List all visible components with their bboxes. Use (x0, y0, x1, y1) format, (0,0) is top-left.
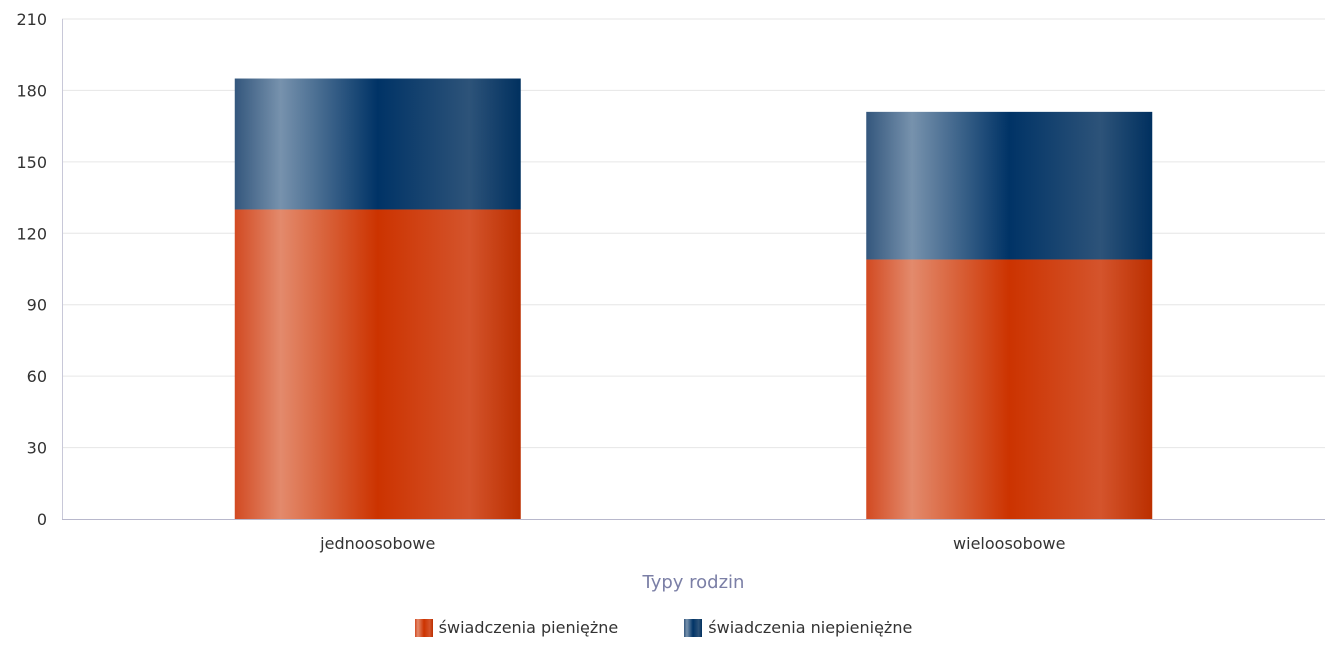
x-axis-title: Typy rodzin (642, 572, 745, 593)
bar-cash-1[interactable] (866, 259, 1153, 519)
y-tick-label: 30 (27, 439, 47, 458)
legend: świadczenia pieniężne świadczenia niepie… (0, 618, 1327, 637)
y-tick-label: 150 (16, 153, 47, 172)
y-tick-label: 210 (16, 10, 47, 29)
y-tick-label: 60 (27, 367, 47, 386)
legend-item-noncash-benefits[interactable]: świadczenia niepieniężne (684, 618, 912, 637)
y-tick-label: 90 (27, 296, 47, 315)
bar-noncash-0[interactable] (234, 78, 521, 210)
bars (234, 78, 1153, 519)
x-axis-labels: jednoosobowe wieloosobowe (319, 534, 1065, 553)
axes (62, 19, 1325, 520)
y-tick-label: 180 (16, 81, 47, 100)
x-category-label: jednoosobowe (319, 534, 435, 553)
legend-swatch-noncash-benefits (684, 618, 703, 637)
legend-label-cash-benefits: świadczenia pieniężne (438, 618, 619, 637)
y-tick-label: 0 (37, 510, 47, 529)
bar-noncash-1[interactable] (866, 111, 1153, 260)
x-category-label: wieloosobowe (953, 534, 1065, 553)
legend-item-cash-benefits[interactable]: świadczenia pieniężne (414, 618, 619, 637)
legend-label-noncash-benefits: świadczenia niepieniężne (708, 618, 913, 637)
y-tick-label: 120 (16, 224, 47, 243)
legend-swatch-cash-benefits (414, 618, 433, 637)
y-axis-ticks: 0 30 60 90 120 150 180 210 (16, 10, 47, 529)
bar-cash-0[interactable] (234, 209, 521, 519)
